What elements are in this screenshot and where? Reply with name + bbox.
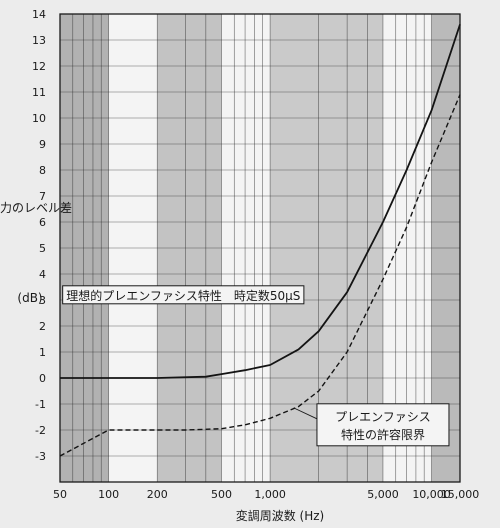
annotation-limit-label: 特性の許容限界 bbox=[341, 427, 425, 442]
plot-border bbox=[59, 13, 461, 483]
y-tick-label: -3 bbox=[35, 450, 46, 463]
y-tick-label: 2 bbox=[39, 320, 46, 333]
x-tick-label: 200 bbox=[147, 488, 168, 501]
y-tick-label: 7 bbox=[39, 190, 46, 203]
y-tick-label: 5 bbox=[39, 242, 46, 255]
y-tick-label: 6 bbox=[39, 216, 46, 229]
series-lines bbox=[59, 24, 461, 457]
y-tick-label: 14 bbox=[32, 8, 46, 21]
y-tick-label: -2 bbox=[35, 424, 46, 437]
y-tick-label: 8 bbox=[39, 164, 46, 177]
y-tick-label: 4 bbox=[39, 268, 46, 281]
x-tick-label: 50 bbox=[53, 488, 67, 501]
annotation-limit-label: プレエンファシス bbox=[335, 410, 431, 424]
x-tick-label: 500 bbox=[211, 488, 232, 501]
y-tick-label: 9 bbox=[39, 138, 46, 151]
y-tick-label: 3 bbox=[39, 294, 46, 307]
y-tick-label: -1 bbox=[35, 398, 46, 411]
x-tick-label: 5,000 bbox=[367, 488, 399, 501]
y-axis-label-line: 出力のレベル差 bbox=[0, 201, 72, 215]
y-tick-label: 11 bbox=[32, 86, 46, 99]
annotation-ideal-label: 理想的プレエンファシス特性 時定数50μS bbox=[66, 288, 300, 303]
y-axis-label: 出力のレベル差 (dB) bbox=[0, 201, 72, 305]
y-axis-label-line: (dB) bbox=[17, 291, 42, 305]
annotation-leader-line bbox=[293, 407, 318, 420]
x-tick-label: 10,000 bbox=[412, 488, 451, 501]
y-tick-label: 13 bbox=[32, 34, 46, 47]
x-tick-label: 15,000 bbox=[441, 488, 480, 501]
y-tick-label: 10 bbox=[32, 112, 46, 125]
ideal-preemphasis-line bbox=[60, 24, 461, 379]
annotation-box bbox=[62, 285, 305, 305]
annotation-box bbox=[316, 403, 450, 447]
y-tick-label: 12 bbox=[32, 60, 46, 73]
tolerance-limit-line bbox=[59, 94, 461, 457]
x-tick-label: 100 bbox=[98, 488, 119, 501]
y-tick-label: 0 bbox=[39, 372, 46, 385]
y-tick-label: 1 bbox=[39, 346, 46, 359]
x-axis-label: 変調周波数 (Hz) bbox=[236, 508, 325, 523]
x-tick-label: 1,000 bbox=[254, 488, 286, 501]
